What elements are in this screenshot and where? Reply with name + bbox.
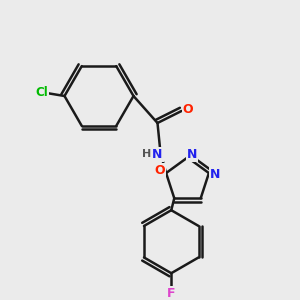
Text: N: N xyxy=(187,148,197,161)
Text: O: O xyxy=(183,103,194,116)
Text: N: N xyxy=(152,148,163,161)
Text: N: N xyxy=(210,168,220,181)
Text: O: O xyxy=(155,164,165,176)
Text: H: H xyxy=(142,149,152,160)
Text: F: F xyxy=(167,287,176,300)
Text: Cl: Cl xyxy=(36,86,48,100)
